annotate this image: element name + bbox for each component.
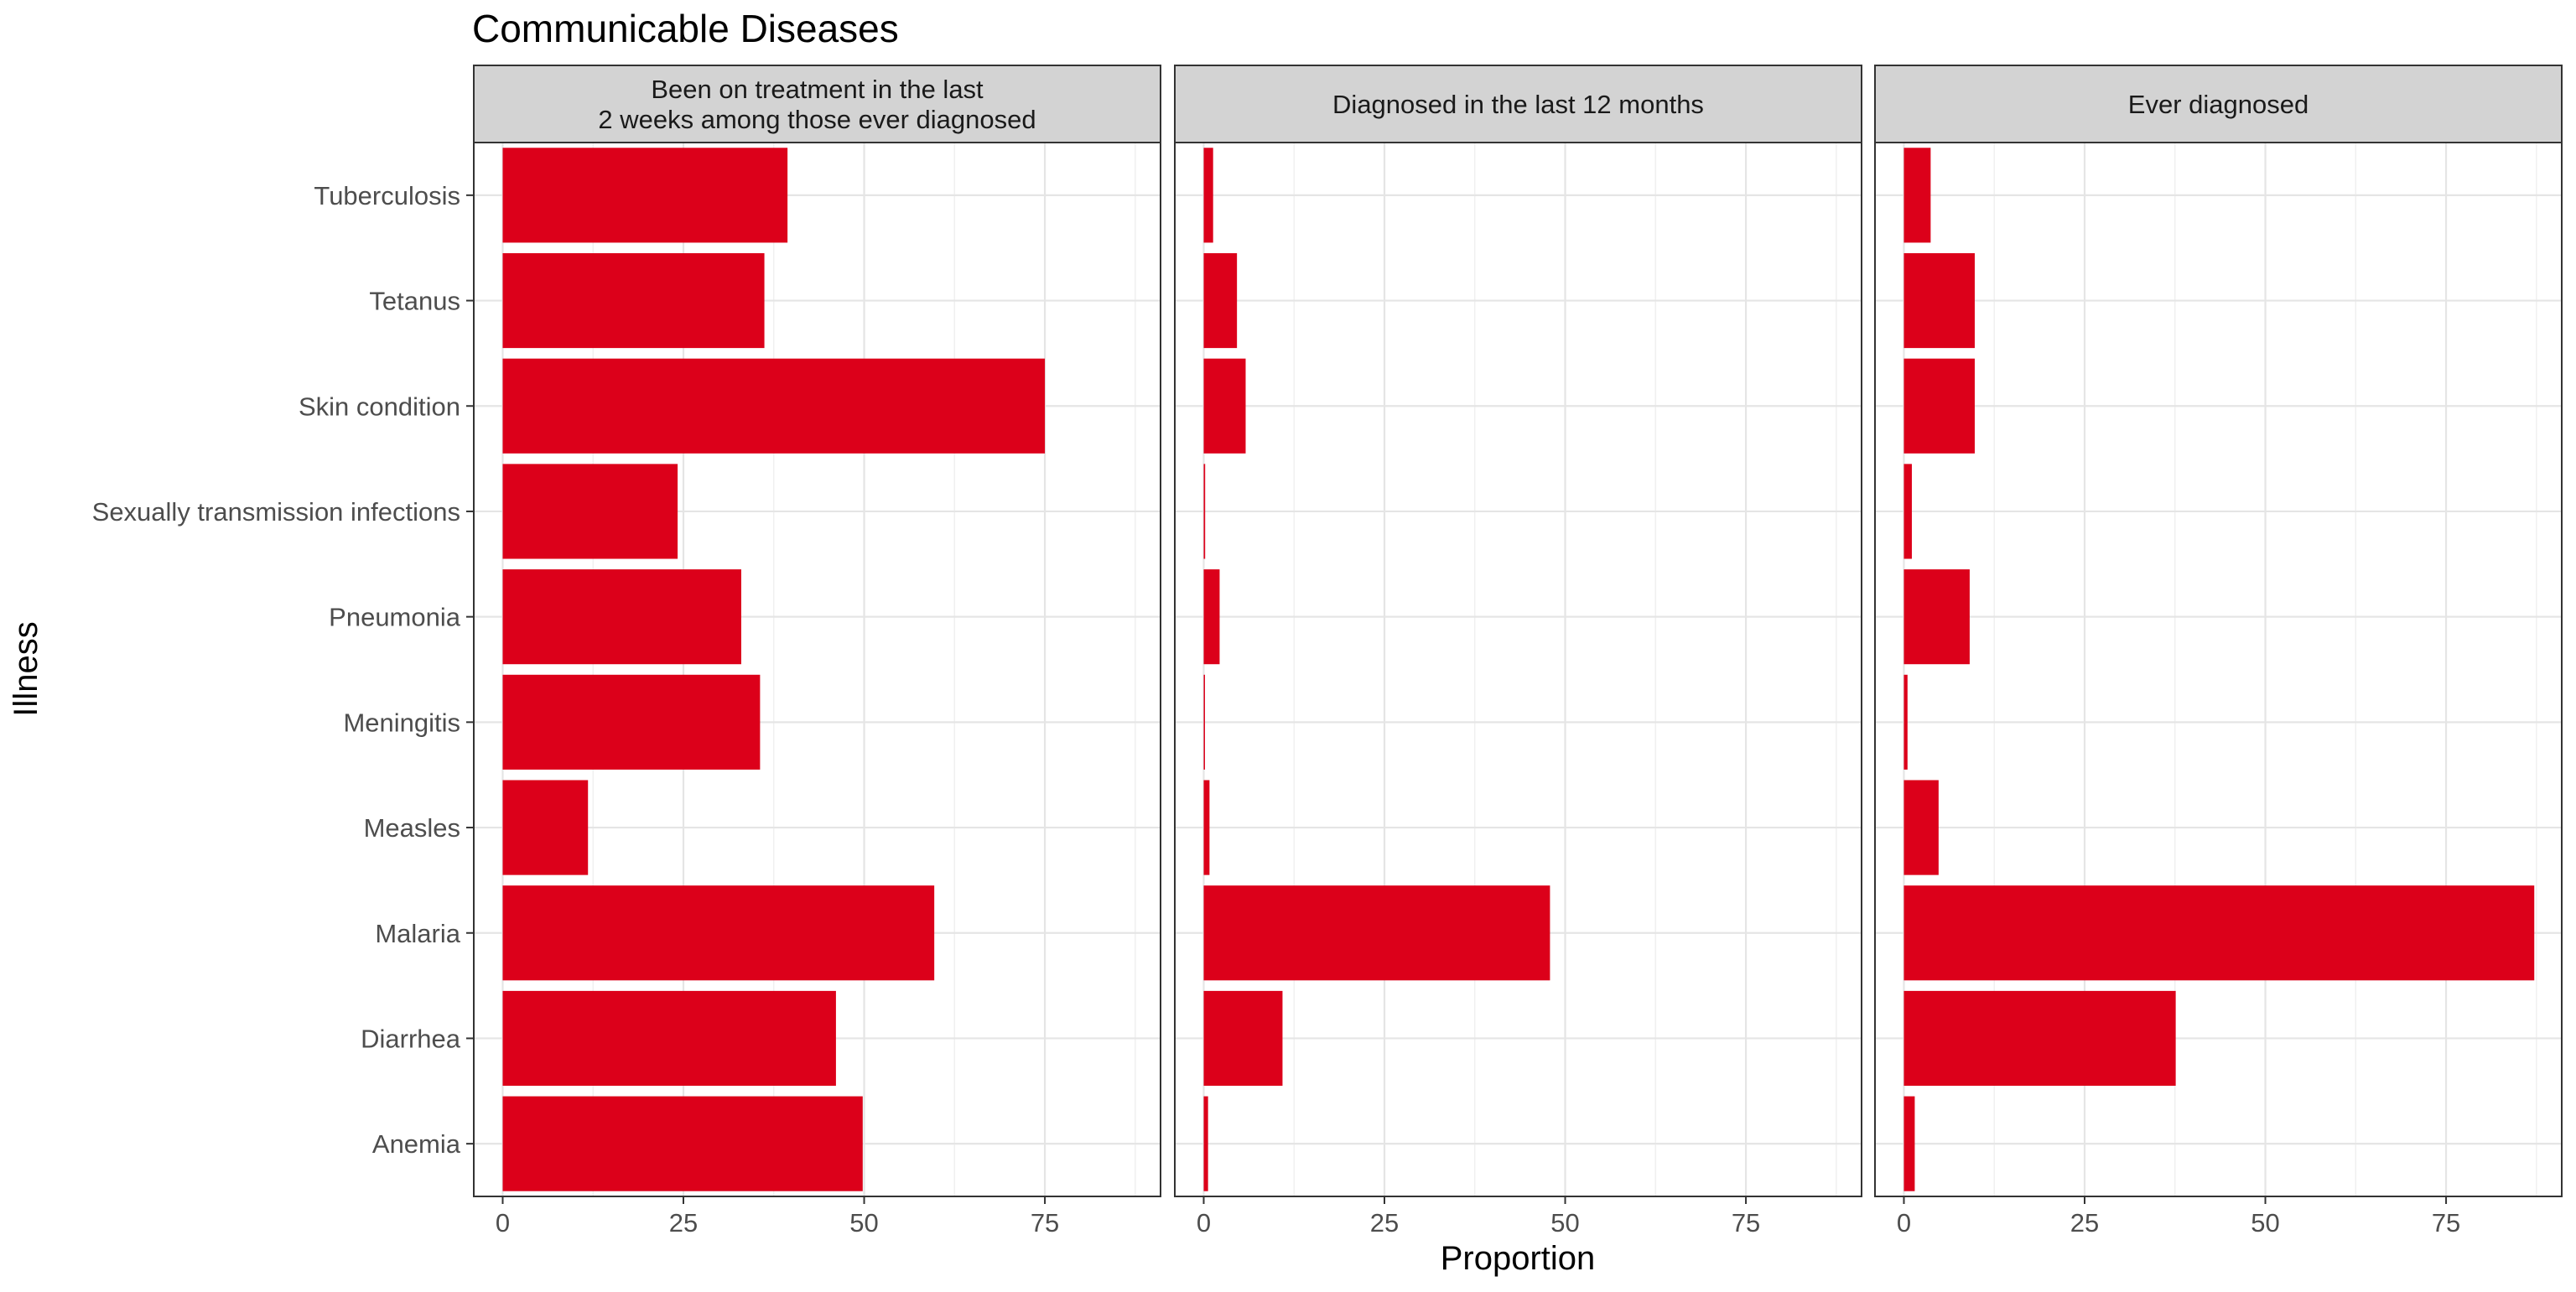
bar bbox=[1203, 464, 1206, 559]
x-tick-label: 50 bbox=[1550, 1208, 1579, 1238]
x-tick-label: 75 bbox=[2432, 1208, 2460, 1238]
bar bbox=[1203, 885, 1550, 981]
bar bbox=[1903, 358, 1975, 454]
bar bbox=[1903, 990, 2176, 1087]
y-tick-label: Anemia bbox=[372, 1129, 461, 1159]
facet-strip-label: Ever diagnosed bbox=[2128, 90, 2309, 119]
bar bbox=[502, 464, 678, 559]
bar bbox=[1203, 148, 1213, 243]
bar bbox=[1903, 1096, 1915, 1191]
y-tick-label: Diarrhea bbox=[361, 1024, 461, 1053]
x-tick-label: 0 bbox=[1897, 1208, 1911, 1238]
x-tick-label: 50 bbox=[2251, 1208, 2279, 1238]
bar bbox=[502, 569, 741, 665]
x-tick-label: 25 bbox=[2070, 1208, 2099, 1238]
y-tick-label: Tuberculosis bbox=[314, 181, 460, 210]
bar bbox=[1203, 252, 1238, 349]
bar bbox=[502, 252, 765, 349]
y-tick-label: Meningitis bbox=[343, 708, 460, 737]
bar bbox=[1903, 464, 1912, 559]
bar bbox=[1903, 674, 1908, 770]
bar bbox=[1203, 674, 1205, 770]
y-tick-label: Tetanus bbox=[369, 287, 460, 316]
bar bbox=[502, 780, 589, 875]
y-category-labels: Anemia Diarrhea Malaria Measles Meningitis Pn… bbox=[92, 181, 474, 1159]
x-tick-label: 50 bbox=[849, 1208, 878, 1238]
facet-strip-label: Been on treatment in the last bbox=[651, 75, 984, 104]
facet-strip bbox=[1174, 65, 1862, 143]
facet-panel: Ever diagnosed 0 25 50 75 bbox=[1874, 65, 2563, 1238]
bar bbox=[502, 885, 935, 981]
facet-strip bbox=[1874, 65, 2563, 143]
bar bbox=[502, 1096, 863, 1191]
facet-strip bbox=[473, 65, 1161, 143]
y-tick-label: Measles bbox=[364, 813, 460, 843]
bar bbox=[1203, 780, 1210, 875]
bar bbox=[1203, 1096, 1208, 1191]
bar bbox=[1203, 569, 1220, 665]
x-tick-label: 0 bbox=[1197, 1208, 1211, 1238]
x-tick-label: 25 bbox=[1370, 1208, 1399, 1238]
panel-border bbox=[1174, 142, 1862, 1197]
y-tick-label: Skin condition bbox=[299, 392, 460, 421]
panel-border bbox=[1874, 142, 2563, 1197]
y-tick-label: Malaria bbox=[375, 919, 460, 948]
x-tick-label: 75 bbox=[1031, 1208, 1059, 1238]
bar bbox=[502, 148, 788, 243]
bar bbox=[502, 674, 761, 770]
bar bbox=[1203, 358, 1246, 454]
bar bbox=[502, 358, 1046, 454]
x-tick-label: 25 bbox=[669, 1208, 698, 1238]
bar bbox=[1903, 148, 1931, 243]
bar bbox=[1203, 990, 1283, 1087]
facet-strip-label: Diagnosed in the last 12 months bbox=[1332, 90, 1704, 119]
facet-panel: Diagnosed in the last 12 months 0 25 50 75 bbox=[1174, 65, 1862, 1238]
bar bbox=[502, 990, 836, 1087]
y-tick-label: Pneumonia bbox=[329, 603, 461, 632]
bar bbox=[1903, 569, 1970, 665]
x-tick-label: 75 bbox=[1732, 1208, 1760, 1238]
facet-strip-label: 2 weeks among those ever diagnosed bbox=[598, 105, 1036, 134]
panel-border bbox=[473, 142, 1161, 1197]
bar bbox=[1903, 780, 1939, 875]
panel-background bbox=[1175, 143, 1862, 1196]
bar bbox=[1903, 885, 2535, 981]
bar bbox=[1903, 252, 1975, 349]
chart-title: Communicable Diseases bbox=[472, 7, 899, 50]
x-axis-title: Proportion bbox=[1441, 1240, 1596, 1277]
y-tick-label: Sexually transmission infections bbox=[92, 497, 460, 527]
x-tick-label: 0 bbox=[496, 1208, 510, 1238]
y-axis-title: Illness bbox=[8, 621, 44, 716]
